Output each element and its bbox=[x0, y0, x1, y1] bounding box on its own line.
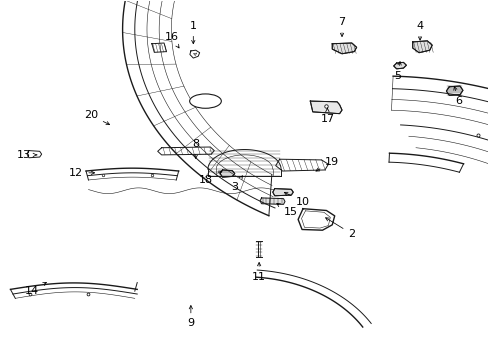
Text: 11: 11 bbox=[252, 262, 265, 282]
Text: 1: 1 bbox=[189, 21, 196, 44]
Polygon shape bbox=[412, 41, 431, 53]
Text: 2: 2 bbox=[325, 218, 355, 239]
Text: 3: 3 bbox=[231, 176, 242, 192]
Text: 5: 5 bbox=[394, 62, 401, 81]
Text: 13: 13 bbox=[17, 150, 37, 160]
Text: 16: 16 bbox=[164, 32, 179, 48]
Text: 17: 17 bbox=[320, 108, 334, 124]
Text: 19: 19 bbox=[315, 157, 339, 171]
Text: 12: 12 bbox=[69, 168, 94, 178]
Text: 6: 6 bbox=[453, 87, 462, 106]
Polygon shape bbox=[310, 101, 341, 114]
Polygon shape bbox=[260, 198, 285, 204]
Polygon shape bbox=[331, 43, 356, 54]
Polygon shape bbox=[272, 189, 293, 196]
Text: 10: 10 bbox=[284, 192, 309, 207]
Text: 7: 7 bbox=[338, 17, 345, 36]
Text: 20: 20 bbox=[83, 111, 109, 125]
Text: 9: 9 bbox=[187, 306, 194, 328]
Text: 8: 8 bbox=[192, 139, 199, 158]
Text: 15: 15 bbox=[276, 203, 297, 217]
Polygon shape bbox=[393, 62, 406, 69]
Text: 14: 14 bbox=[25, 282, 46, 296]
Polygon shape bbox=[446, 86, 462, 95]
Ellipse shape bbox=[189, 94, 221, 108]
Polygon shape bbox=[220, 170, 234, 177]
Text: 4: 4 bbox=[416, 21, 423, 40]
Text: 18: 18 bbox=[198, 171, 222, 185]
